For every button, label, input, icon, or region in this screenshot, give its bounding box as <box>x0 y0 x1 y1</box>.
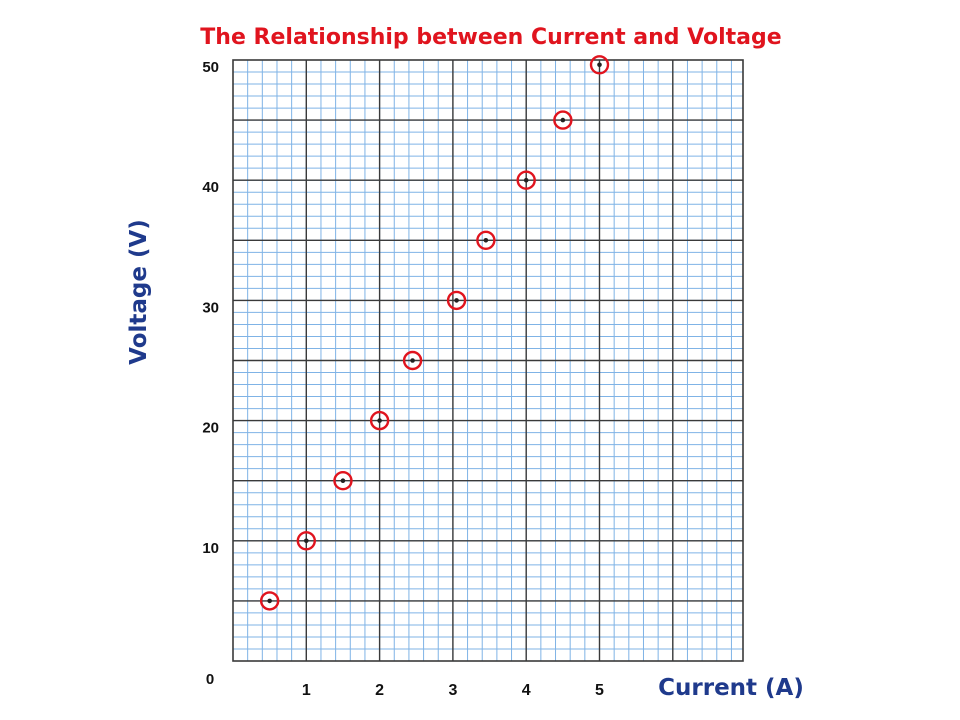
data-point-dot <box>560 117 566 123</box>
data-point-dot <box>340 478 346 484</box>
data-point <box>476 230 496 251</box>
x-tick-label: 3 <box>448 682 457 699</box>
chart-title: The Relationship between Current and Vol… <box>200 25 781 50</box>
origin-label: 0 <box>206 671 214 688</box>
y-tick-label: 30 <box>202 299 219 316</box>
data-point-ring <box>476 230 496 251</box>
x-tick-label: 5 <box>595 682 604 699</box>
y-tick-label: 10 <box>202 540 219 557</box>
y-tick-label: 50 <box>202 59 219 76</box>
data-point-ring <box>333 471 353 491</box>
data-point <box>402 350 423 371</box>
data-point-ring <box>589 55 610 75</box>
data-point-dot <box>267 598 272 604</box>
plot-border <box>232 59 744 662</box>
data-point-dot <box>483 238 489 243</box>
data-point <box>259 591 280 611</box>
data-point <box>369 410 390 431</box>
data-point <box>446 290 467 311</box>
y-tick-label: 20 <box>202 420 219 437</box>
data-point-dot <box>454 298 459 303</box>
data-point-dot <box>377 418 382 423</box>
x-tick-labels: 1 2 3 4 5 <box>302 682 604 699</box>
x-tick-label: 1 <box>302 682 311 699</box>
y-tick-label: 40 <box>202 179 219 196</box>
x-tick-label: 2 <box>375 682 384 699</box>
data-point-dot <box>410 358 415 363</box>
data-point-ring <box>446 290 467 311</box>
x-axis-label: Current (A) <box>658 675 804 701</box>
x-tick-label: 4 <box>522 682 531 699</box>
data-point-ring <box>516 170 536 190</box>
data-point-dot <box>304 538 309 544</box>
data-point <box>553 110 573 130</box>
y-axis-label: Voltage (V) <box>126 219 152 365</box>
data-point-ring <box>553 110 573 130</box>
data-point <box>333 471 353 491</box>
y-tick-labels: 10 20 30 40 50 <box>202 59 219 557</box>
data-point-ring <box>369 410 390 431</box>
data-point <box>296 531 316 551</box>
data-points <box>259 55 610 611</box>
data-point-dot <box>597 62 602 68</box>
data-point-ring <box>402 350 423 371</box>
data-point-ring <box>259 591 280 611</box>
data-point-dot <box>523 177 529 183</box>
data-point <box>516 170 536 190</box>
data-point <box>589 55 610 75</box>
data-point-ring <box>296 531 316 551</box>
graph-paper-grid <box>232 59 744 662</box>
